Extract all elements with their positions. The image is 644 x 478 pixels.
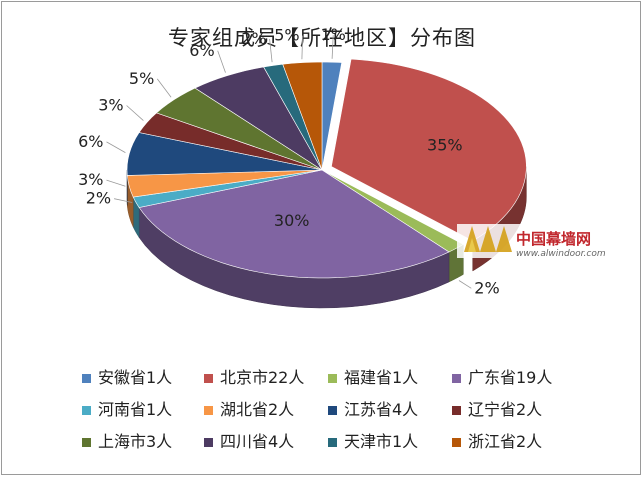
legend-label-0: 安徽省1人 [98, 368, 172, 387]
watermark-building-icon-detail [468, 238, 476, 252]
slice-label-3: 30% [274, 211, 310, 230]
leader-line-8 [156, 78, 172, 98]
slice-label-11: 5% [274, 26, 299, 45]
legend-swatch-5 [204, 406, 213, 415]
pie-slice-1 [331, 58, 527, 242]
legend-label-10: 天津市1人 [344, 432, 418, 451]
pie-slice-9 [194, 66, 323, 171]
legend-swatch-2 [328, 374, 337, 383]
leader-line-2 [458, 280, 472, 289]
legend-label-4: 河南省1人 [98, 400, 172, 419]
legend-swatch-7 [452, 406, 461, 415]
leader-line-5 [106, 179, 126, 187]
legend-label-11: 浙江省2人 [468, 432, 542, 451]
pie-labels: 1%35%2%30%2%3%6%3%5%6%2% 5% [78, 25, 500, 297]
legend-swatch-11 [452, 438, 461, 447]
slice-label-7: 3% [98, 96, 123, 115]
legend-swatch-0 [82, 374, 91, 383]
pie-tops [126, 58, 527, 279]
slice-label-4: 2% [86, 189, 111, 208]
slice-label-2: 2% [474, 278, 499, 297]
legend-swatch-1 [204, 374, 213, 383]
slice-label-6: 6% [78, 132, 103, 151]
watermark-url: www.alwindoor.com [516, 249, 606, 259]
watermark-building-icon [464, 226, 512, 252]
leader-line-4 [114, 198, 133, 203]
slice-label-5: 3% [78, 170, 103, 189]
legend-swatch-4 [82, 406, 91, 415]
pie-leader-lines [106, 35, 472, 289]
slice-label-10: 2% [241, 29, 266, 48]
slice-label-0: 1% [321, 25, 346, 44]
legend-label-9: 四川省4人 [220, 432, 294, 451]
legend-swatch-6 [328, 406, 337, 415]
chart-title: 专家组成员【所在地区】分布图 [168, 26, 476, 50]
legend-label-6: 江苏省4人 [344, 400, 418, 419]
slice-label-8: 5% [129, 69, 154, 88]
legend-label-3: 广东省19人 [468, 368, 552, 387]
legend-label-1: 北京市22人 [220, 368, 304, 387]
leader-line-0 [331, 35, 334, 59]
legend-label-8: 上海市3人 [98, 432, 172, 451]
legend-swatch-10 [328, 438, 337, 447]
pie-slice-3 [138, 169, 450, 279]
legend-label-5: 湖北省2人 [220, 400, 294, 419]
pie-slice-8 [155, 87, 323, 171]
pie-slice-6 [126, 132, 323, 176]
legend-swatch-8 [82, 438, 91, 447]
legend-swatch-9 [204, 438, 213, 447]
slice-label-9: 6% [189, 41, 214, 60]
leader-line-6 [106, 141, 126, 153]
watermark-logo: 中国幕墙网 www.alwindoor.com [457, 224, 623, 259]
leader-line-11 [301, 35, 303, 60]
leader-line-10 [269, 38, 273, 63]
pie-slice-11 [282, 61, 323, 171]
legend-label-7: 辽宁省2人 [468, 400, 542, 419]
leader-line-9 [217, 50, 226, 73]
leader-line-7 [126, 105, 144, 121]
legend-label-2: 福建省1人 [344, 368, 418, 387]
slice-label-1: 35% [427, 135, 463, 154]
legend-swatch-3 [452, 374, 461, 383]
watermark-brand: 中国幕墙网 [516, 230, 591, 248]
